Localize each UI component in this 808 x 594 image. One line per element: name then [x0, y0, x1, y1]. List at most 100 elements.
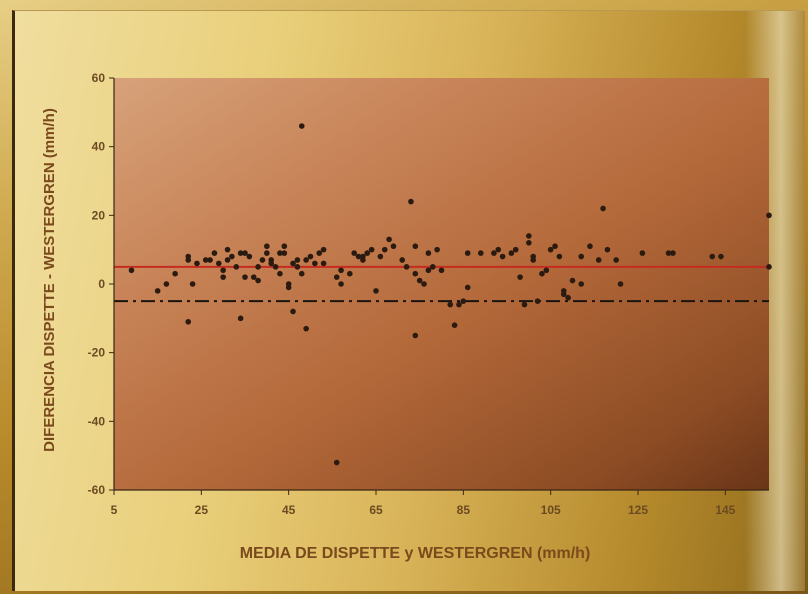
data-point	[368, 246, 375, 253]
data-point	[128, 267, 135, 274]
data-point	[464, 250, 471, 256]
data-point	[408, 198, 414, 205]
x-tick-label: 125	[628, 503, 648, 517]
data-point	[242, 274, 248, 280]
data-point	[578, 253, 585, 260]
data-point	[347, 270, 353, 277]
y-tick-label: 20	[92, 208, 106, 222]
data-point	[237, 315, 244, 322]
data-point	[154, 288, 161, 294]
x-tick-label: 45	[282, 503, 296, 517]
data-point	[303, 325, 309, 332]
data-point	[543, 267, 550, 274]
data-point	[552, 243, 558, 250]
data-point	[451, 322, 458, 329]
data-point	[298, 123, 305, 129]
data-point	[569, 277, 576, 284]
data-point	[512, 246, 519, 253]
data-point	[216, 260, 222, 267]
data-point	[604, 246, 611, 253]
data-point	[294, 257, 301, 263]
data-point	[386, 236, 392, 243]
data-point	[194, 260, 200, 267]
data-point	[718, 253, 724, 260]
data-point	[429, 264, 436, 270]
data-point	[303, 257, 309, 263]
data-point	[320, 260, 327, 267]
data-point	[307, 253, 314, 260]
data-point	[220, 267, 226, 274]
data-point	[399, 257, 406, 263]
data-point	[526, 240, 532, 246]
data-point	[438, 267, 445, 274]
data-point	[259, 257, 266, 263]
data-point	[709, 253, 716, 260]
data-point	[229, 253, 235, 260]
data-point	[390, 243, 397, 250]
data-point	[499, 253, 506, 260]
data-point	[264, 250, 270, 256]
data-point	[333, 459, 340, 466]
y-tick-label: 60	[92, 71, 106, 85]
data-point	[338, 267, 344, 274]
data-point	[224, 257, 231, 263]
data-point	[478, 250, 484, 256]
data-point	[460, 298, 467, 304]
data-point	[381, 246, 388, 253]
data-point	[172, 270, 178, 277]
data-point	[294, 264, 301, 270]
data-point	[277, 250, 283, 256]
data-point	[595, 257, 602, 263]
data-point	[355, 253, 362, 260]
data-point	[202, 257, 209, 263]
data-point	[526, 233, 532, 239]
data-point	[364, 250, 371, 256]
data-point	[233, 264, 240, 270]
data-point	[403, 264, 410, 270]
data-point	[425, 250, 432, 256]
data-point	[281, 250, 288, 256]
data-point	[224, 246, 231, 253]
y-tick-label: -40	[88, 414, 106, 428]
data-point	[377, 253, 384, 260]
data-point	[534, 298, 541, 304]
data-point	[508, 250, 515, 256]
data-point	[237, 250, 244, 256]
data-point	[491, 250, 497, 256]
data-point	[665, 250, 672, 256]
data-point	[290, 260, 296, 267]
data-point	[185, 253, 192, 260]
data-point	[285, 281, 292, 287]
data-point	[539, 270, 545, 277]
data-point	[290, 308, 296, 315]
x-axis-label: MEDIA DE DISPETTE y WESTERGREN (mm/h)	[240, 545, 591, 562]
data-point	[421, 281, 427, 287]
data-point	[600, 205, 606, 212]
data-point	[495, 246, 502, 253]
data-point	[447, 301, 454, 308]
data-point	[316, 250, 323, 256]
data-point	[517, 274, 523, 280]
y-axis-label: DIFERENCIA DISPETTE - WESTERGREN (mm/h)	[41, 108, 58, 452]
data-point	[360, 257, 366, 263]
x-tick-label: 5	[111, 503, 118, 517]
data-point	[613, 257, 619, 263]
data-point	[207, 257, 213, 263]
data-point	[211, 250, 218, 256]
data-point	[547, 246, 554, 253]
data-point	[530, 257, 536, 263]
data-point	[281, 243, 288, 250]
y-tick-label: -20	[88, 346, 106, 360]
data-point	[587, 243, 593, 250]
data-point	[298, 270, 305, 277]
data-point	[578, 281, 585, 287]
data-point	[185, 318, 192, 325]
data-point	[255, 277, 261, 284]
data-point	[264, 243, 270, 250]
x-tick-label: 105	[541, 503, 561, 517]
data-point	[464, 284, 471, 291]
data-point	[312, 260, 318, 267]
data-point	[425, 267, 432, 274]
y-tick-label: 40	[92, 140, 106, 154]
